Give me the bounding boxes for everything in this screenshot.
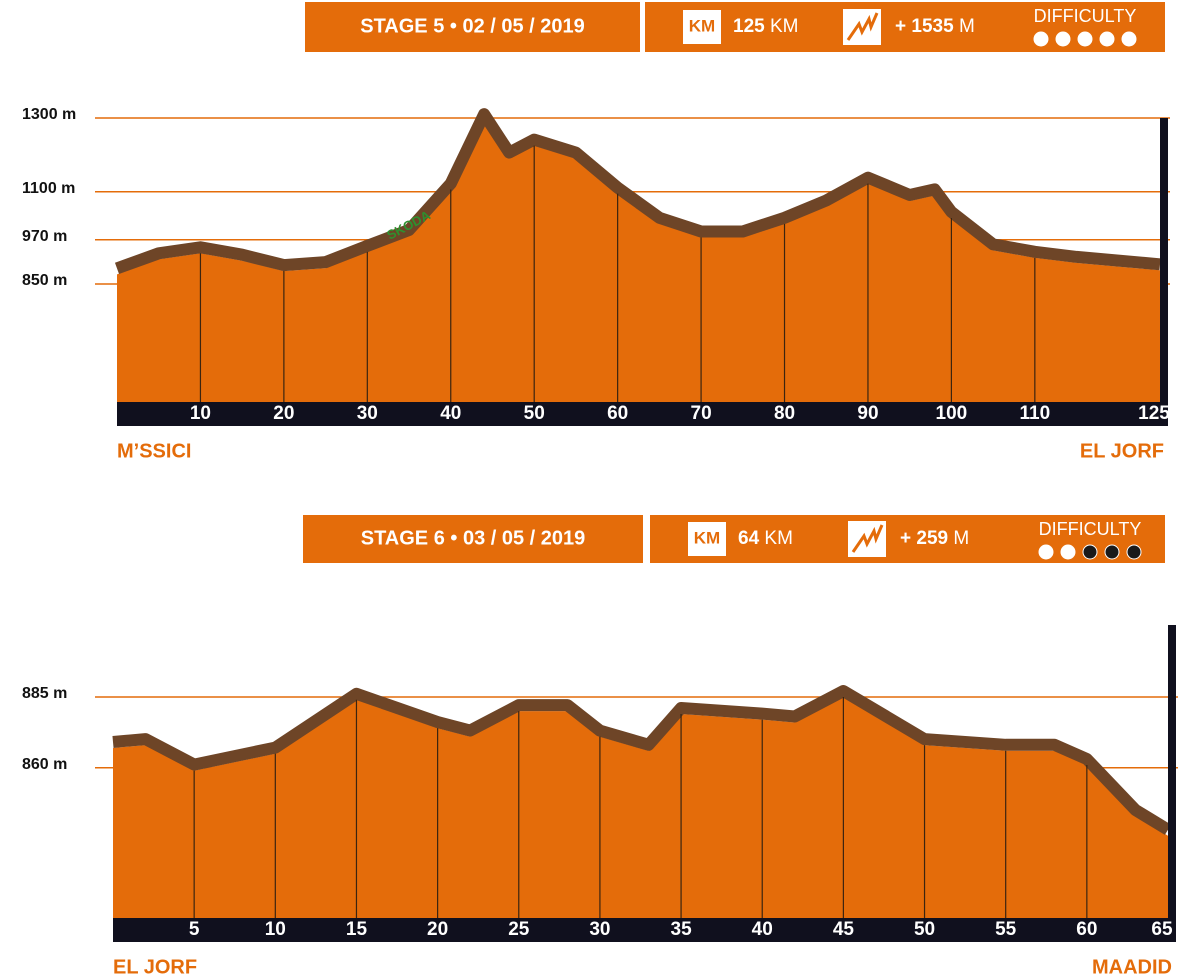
x-tick-label: 50 xyxy=(914,919,935,940)
difficulty-label: DIFFICULTY xyxy=(1034,6,1137,26)
distance-value: 64 xyxy=(738,528,760,549)
x-tick-label: 30 xyxy=(589,919,610,940)
start-label: M’SSICI xyxy=(117,440,191,462)
difficulty-dot xyxy=(1060,544,1076,560)
header-box xyxy=(645,2,1165,52)
difficulty-dot xyxy=(1055,31,1071,47)
distance: 64 KM xyxy=(738,528,793,549)
x-tick-label: 50 xyxy=(524,403,545,424)
y-tick-label: 885 m xyxy=(22,685,67,702)
x-tick-label: 80 xyxy=(774,403,795,424)
x-axis-bar xyxy=(117,402,1168,426)
x-tick-label: 40 xyxy=(440,403,461,424)
x-tick-label: 100 xyxy=(936,403,968,424)
start-label: EL JORF xyxy=(113,956,197,978)
x-tick-label: 90 xyxy=(857,403,878,424)
area-fill xyxy=(113,697,1168,918)
x-tick-label: 65 xyxy=(1151,919,1173,940)
climb-unit: M xyxy=(959,16,975,37)
km-icon xyxy=(688,522,726,556)
difficulty-dot xyxy=(1104,544,1120,560)
climb-unit: M xyxy=(953,528,969,549)
km-icon xyxy=(683,10,721,44)
finish-label: EL JORF xyxy=(1080,440,1164,462)
x-tick-label: 70 xyxy=(691,403,712,424)
x-tick-label: 10 xyxy=(265,919,286,940)
x-axis-bar xyxy=(113,918,1176,942)
km-icon-text: KM xyxy=(694,528,720,547)
x-tick-label: 10 xyxy=(190,403,211,424)
x-tick-label: 20 xyxy=(273,403,294,424)
climb-value: + 1535 xyxy=(895,16,954,37)
x-tick-label: 25 xyxy=(508,919,530,940)
x-tick-label: 45 xyxy=(833,919,855,940)
finish-label: MAADID xyxy=(1092,956,1172,978)
climb: + 1535 M xyxy=(895,16,975,37)
distance-value: 125 xyxy=(733,16,765,37)
distance: 125 KM xyxy=(733,16,798,37)
y-tick-label: 970 m xyxy=(22,228,67,245)
header-box xyxy=(305,2,640,52)
difficulty-label: DIFFICULTY xyxy=(1039,519,1142,539)
x-tick-label: 55 xyxy=(995,919,1017,940)
climb: + 259 M xyxy=(900,528,969,549)
y-tick-label: 860 m xyxy=(22,756,67,773)
stage-title: STAGE 6 • 03 / 05 / 2019 xyxy=(361,527,586,549)
x-tick-label: 60 xyxy=(607,403,628,424)
difficulty-dot xyxy=(1033,31,1049,47)
x-tick-label: 40 xyxy=(752,919,773,940)
end-bar xyxy=(1168,625,1176,918)
difficulty-dot xyxy=(1121,31,1137,47)
y-tick-label: 1300 m xyxy=(22,106,76,123)
difficulty-dot xyxy=(1077,31,1093,47)
end-bar xyxy=(1160,118,1168,402)
climb-icon-zigzag xyxy=(851,524,884,553)
header-box xyxy=(303,515,643,563)
climb-icon-zigzag xyxy=(846,12,879,41)
stage-title: STAGE 5 • 02 / 05 / 2019 xyxy=(360,15,585,37)
x-tick-label: 60 xyxy=(1076,919,1097,940)
x-tick-label: 30 xyxy=(357,403,378,424)
elevation-line xyxy=(114,108,1161,275)
climb-value: + 259 xyxy=(900,528,948,549)
area-fill xyxy=(117,120,1160,402)
x-tick-label: 15 xyxy=(346,919,368,940)
x-tick-label: 35 xyxy=(671,919,693,940)
header-box xyxy=(650,515,1165,563)
difficulty-dot xyxy=(1038,544,1054,560)
difficulty-dot xyxy=(1082,544,1098,560)
difficulty-dot xyxy=(1126,544,1142,560)
x-tick-label: 5 xyxy=(189,919,200,940)
x-tick-label: 125 xyxy=(1138,403,1170,424)
distance-unit: KM xyxy=(770,16,799,37)
elevation-line xyxy=(112,685,1172,835)
y-tick-label: 1100 m xyxy=(22,180,75,197)
difficulty-dot xyxy=(1099,31,1115,47)
distance-unit: KM xyxy=(764,528,793,549)
x-tick-label: 20 xyxy=(427,919,448,940)
y-tick-label: 850 m xyxy=(22,272,67,289)
x-tick-label: 110 xyxy=(1020,403,1051,424)
km-icon-text: KM xyxy=(689,16,715,35)
